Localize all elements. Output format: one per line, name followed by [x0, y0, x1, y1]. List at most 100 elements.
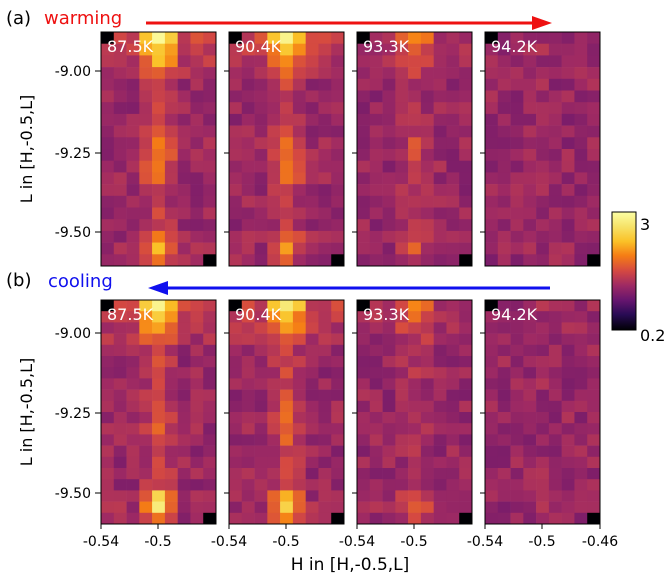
heatmap-panel: 93.3K — [356, 31, 473, 267]
heatmap-cell — [548, 67, 562, 80]
panel-temperature-label: 94.2K — [491, 305, 538, 324]
heatmap-cell — [485, 125, 499, 138]
heatmap-cell — [126, 67, 140, 80]
heatmap-cell — [587, 423, 601, 435]
heatmap-cell — [574, 501, 588, 514]
heatmap-cell — [139, 137, 153, 150]
heatmap-cell — [459, 137, 473, 150]
heatmap-cell — [369, 254, 383, 267]
heatmap-cell — [548, 400, 562, 413]
heatmap-cell — [254, 219, 268, 232]
heatmap-cell — [382, 125, 396, 138]
heatmap-cell — [267, 184, 281, 197]
heatmap-cell — [229, 512, 243, 525]
heatmap-cell — [305, 400, 319, 413]
heatmap-cell — [510, 512, 524, 525]
heatmap-cell — [408, 389, 422, 402]
heatmap-cell — [548, 230, 562, 243]
heatmap-cell — [241, 125, 255, 138]
heatmap-cell — [203, 300, 217, 312]
heatmap-cell — [357, 423, 371, 435]
heatmap-cell — [241, 102, 255, 115]
heatmap-cell — [548, 322, 562, 334]
heatmap-cell — [305, 445, 319, 458]
heatmap-cell — [164, 423, 178, 435]
heatmap-cell — [203, 311, 217, 323]
heatmap-cell — [305, 512, 319, 525]
heatmap-cell — [241, 378, 255, 390]
heatmap-cell — [408, 242, 422, 255]
heatmap-cell — [357, 254, 371, 267]
heatmap-cell — [305, 242, 319, 255]
heatmap-cell — [280, 412, 294, 424]
heatmap-cell — [113, 423, 127, 435]
heatmap-cell — [574, 230, 588, 243]
x-axis-label: H in [H,-0.5,L] — [291, 555, 410, 575]
heatmap-cell — [369, 389, 383, 402]
heatmap-cell — [446, 32, 460, 44]
heatmap-cell — [241, 184, 255, 197]
heatmap-cell — [523, 423, 537, 435]
heatmap-cell — [408, 367, 422, 379]
heatmap-cell — [190, 378, 204, 390]
heatmap-cell — [510, 113, 524, 126]
panel-temperature-label: 93.3K — [363, 37, 410, 56]
heatmap-cell — [485, 195, 499, 208]
heatmap-cell — [254, 333, 268, 346]
heatmap-cell — [369, 490, 383, 502]
heatmap-cell — [420, 311, 434, 323]
heatmap-cell — [548, 184, 562, 197]
x-tick-label: -0.54 — [339, 534, 375, 550]
heatmap-cell — [523, 479, 537, 491]
heatmap-cell — [331, 149, 345, 161]
heatmap-cell — [254, 102, 268, 115]
heatmap-cell — [357, 434, 371, 446]
heatmap-cell — [331, 311, 345, 323]
heatmap-cell — [536, 43, 550, 56]
heatmap-cell — [548, 125, 562, 138]
heatmap-cell — [574, 137, 588, 150]
heatmap-cell — [267, 125, 281, 138]
heatmap-cell — [382, 195, 396, 208]
heatmap-cell — [241, 468, 255, 480]
heatmap-cell — [331, 456, 345, 469]
heatmap-cell — [574, 195, 588, 208]
heatmap-cell — [305, 102, 319, 115]
heatmap-cell — [357, 230, 371, 243]
y-tick-label: -9.50 — [55, 225, 91, 241]
heatmap-cell — [101, 195, 115, 208]
heatmap-cell — [190, 78, 204, 91]
heatmap-cell — [305, 412, 319, 424]
heatmap-cell — [574, 149, 588, 161]
heatmap-cell — [536, 172, 550, 185]
heatmap-cell — [254, 230, 268, 243]
heatmap-cell — [190, 468, 204, 480]
heatmap-cell — [433, 434, 447, 446]
panel-frame — [228, 31, 345, 267]
heatmap-cell — [101, 300, 115, 312]
heatmap-cell — [305, 389, 319, 402]
heatmap-cell — [190, 125, 204, 138]
heatmap-cell — [190, 311, 204, 323]
heatmap-cell — [395, 78, 409, 91]
heatmap-cell — [574, 160, 588, 173]
y-tick-label: -9.25 — [55, 406, 91, 422]
heatmap-cell — [357, 90, 371, 103]
heatmap-cell — [433, 67, 447, 80]
heatmap-cell — [420, 378, 434, 390]
heatmap-cell — [280, 300, 294, 312]
heatmap-cell — [548, 344, 562, 357]
heatmap-cell — [548, 434, 562, 446]
heatmap-cell — [369, 367, 383, 379]
heatmap-cell — [459, 434, 473, 446]
heatmap-cell — [446, 113, 460, 126]
heatmap-cell — [369, 300, 383, 312]
heatmap-cell — [267, 378, 281, 390]
heatmap-cell — [420, 367, 434, 379]
heatmap-cell — [139, 412, 153, 424]
heatmap-cell — [561, 90, 575, 103]
heatmap-cell — [331, 67, 345, 80]
heatmap-cell — [420, 300, 434, 312]
heatmap-cell — [548, 55, 562, 68]
heatmap-cell — [561, 468, 575, 480]
